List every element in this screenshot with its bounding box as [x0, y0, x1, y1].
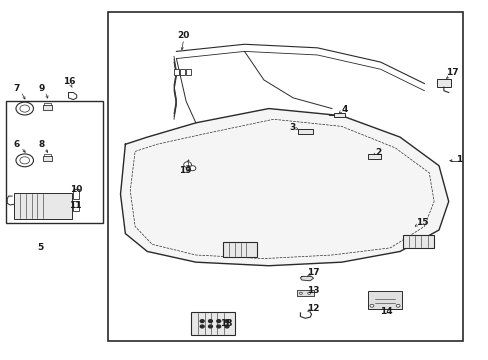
Bar: [73, 189, 79, 199]
Polygon shape: [120, 109, 448, 266]
Text: 2: 2: [374, 148, 381, 157]
Text: 6: 6: [14, 140, 20, 149]
Circle shape: [189, 166, 196, 171]
Circle shape: [20, 105, 30, 112]
Text: 14: 14: [379, 307, 392, 316]
Text: 17: 17: [446, 68, 458, 77]
Text: 8: 8: [38, 140, 44, 149]
Text: 16: 16: [63, 77, 76, 86]
Bar: [334, 113, 345, 117]
Circle shape: [208, 325, 212, 328]
Bar: [222, 242, 256, 257]
Text: 3: 3: [288, 123, 295, 132]
Bar: [297, 129, 312, 134]
Circle shape: [299, 292, 302, 294]
Circle shape: [224, 320, 228, 323]
Text: 10: 10: [69, 185, 82, 194]
Text: 9: 9: [38, 84, 44, 93]
Text: 18: 18: [219, 319, 232, 328]
Bar: [14, 193, 72, 219]
Bar: [368, 154, 380, 158]
Bar: [185, 69, 190, 75]
Bar: [42, 156, 52, 161]
Bar: [42, 105, 52, 111]
Bar: [6, 102, 103, 223]
Circle shape: [20, 157, 30, 164]
Bar: [402, 235, 433, 248]
Circle shape: [16, 102, 33, 115]
Bar: [368, 292, 401, 309]
Text: 12: 12: [306, 304, 319, 313]
Circle shape: [216, 325, 220, 328]
Circle shape: [208, 320, 212, 323]
Circle shape: [369, 304, 373, 307]
Bar: [191, 312, 234, 336]
Text: 5: 5: [37, 243, 43, 252]
Text: 13: 13: [306, 286, 319, 295]
Text: 17: 17: [306, 268, 319, 277]
Circle shape: [200, 325, 203, 328]
Bar: [296, 291, 313, 296]
Circle shape: [395, 304, 399, 307]
Circle shape: [224, 325, 228, 328]
Polygon shape: [300, 276, 313, 281]
Text: 20: 20: [177, 31, 189, 40]
Circle shape: [307, 292, 310, 294]
Circle shape: [216, 320, 220, 323]
Text: 1: 1: [455, 155, 462, 164]
Bar: [12, 187, 90, 221]
Bar: [174, 69, 179, 75]
Circle shape: [16, 154, 33, 167]
Text: 7: 7: [14, 84, 20, 93]
Text: 15: 15: [415, 219, 427, 228]
Text: 4: 4: [341, 105, 347, 114]
Bar: [180, 69, 184, 75]
Circle shape: [183, 162, 191, 167]
Text: 19: 19: [179, 166, 191, 175]
Bar: [436, 79, 450, 87]
Bar: [108, 12, 462, 341]
Text: 11: 11: [69, 201, 82, 210]
Bar: [73, 202, 79, 211]
Circle shape: [200, 320, 203, 323]
